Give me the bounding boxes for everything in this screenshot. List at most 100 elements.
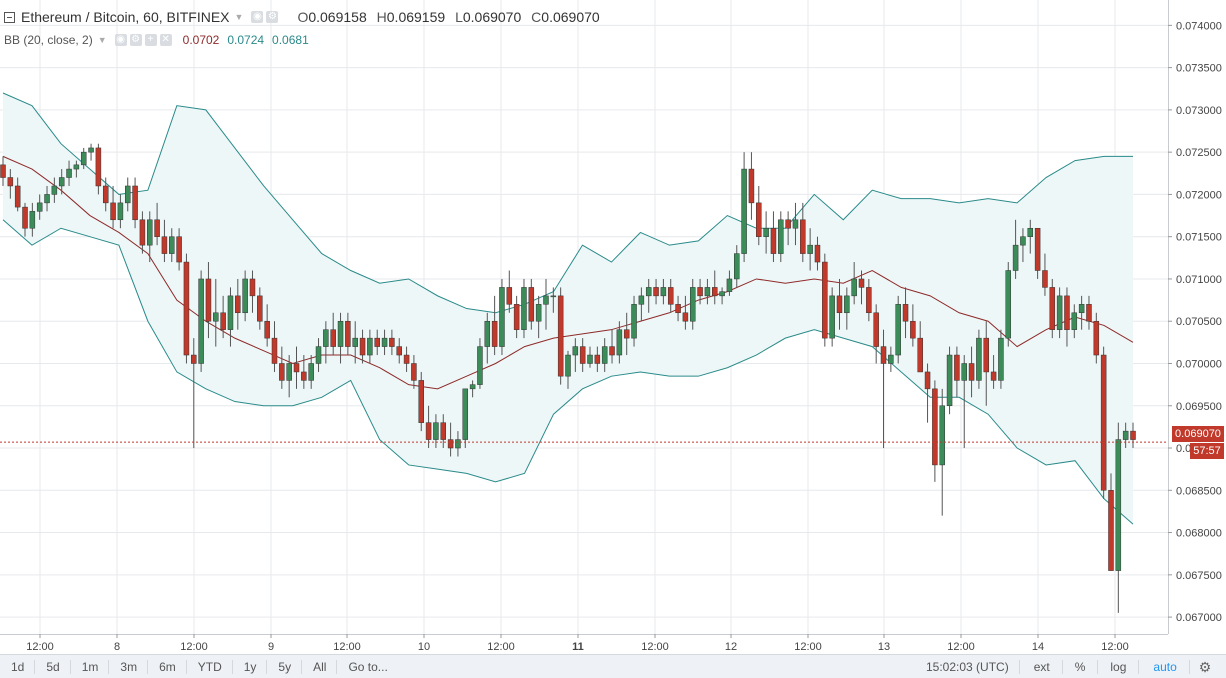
candle-body — [418, 380, 424, 423]
countdown-tag: 57:57 — [1190, 443, 1224, 459]
candle-body — [279, 363, 285, 381]
price-tick-label: 0.073500 — [1176, 63, 1222, 75]
bottom-toolbar: 1d 5d 1m 3m 6m YTD 1y 5y All Go to... 15… — [0, 654, 1226, 678]
collapse-legend-icon[interactable] — [4, 11, 15, 23]
timeframe-5y[interactable]: 5y — [267, 659, 303, 674]
timeframe-1d[interactable]: 1d — [0, 659, 36, 674]
candle-body — [455, 439, 461, 449]
more-icon[interactable]: + — [144, 34, 157, 46]
candle-body — [308, 363, 314, 381]
candle-body — [447, 439, 454, 449]
gear-icon[interactable]: ⚙ — [129, 34, 142, 46]
price-tick-label: 0.070500 — [1176, 316, 1222, 328]
utc-clock[interactable]: 15:02:03 (UTC) — [926, 660, 1020, 674]
percent-toggle[interactable]: % — [1063, 660, 1099, 674]
candle-body — [836, 295, 843, 314]
candle-body — [102, 185, 109, 204]
bb-basis-line — [2, 155, 1134, 390]
candle-body — [924, 371, 931, 390]
candle-body — [249, 278, 256, 297]
candle-body — [638, 295, 645, 305]
candle-body — [381, 337, 388, 347]
price-chart[interactable]: 0.074000 0.073500 0.073000 0.072500 0.072000… — [0, 0, 1226, 654]
candle-body — [36, 202, 43, 212]
candle-body — [213, 312, 219, 322]
timeframe-5d[interactable]: 5d — [35, 659, 71, 674]
candle-body — [734, 253, 740, 280]
price-tick-label: 0.071000 — [1176, 274, 1222, 286]
open-value: 0.069158 — [308, 9, 367, 25]
timeframe-ytd[interactable]: YTD — [187, 659, 233, 674]
bb-upper-value: 0.0724 — [227, 33, 265, 47]
eye-icon[interactable]: ◉ — [114, 34, 127, 46]
candle-body — [176, 236, 182, 263]
candle-body — [579, 346, 586, 364]
candle-body — [968, 363, 975, 381]
candle-body — [1071, 312, 1078, 330]
goto-button[interactable]: Go to... — [348, 659, 388, 674]
candle-body — [169, 236, 175, 254]
candle-body — [1115, 439, 1122, 571]
auto-toggle[interactable]: auto — [1139, 660, 1190, 674]
candle-body — [1005, 270, 1012, 339]
candle-body — [44, 194, 50, 204]
gear-icon[interactable]: ⚙ — [266, 11, 279, 23]
candle-body — [205, 278, 212, 322]
candle-body — [1093, 320, 1100, 356]
candle-body — [29, 211, 36, 229]
candle-body — [521, 287, 527, 330]
candle-body — [917, 337, 923, 373]
time-tick-label: 12:00 — [180, 641, 208, 653]
candle-body — [1012, 244, 1019, 271]
candle-body — [866, 287, 872, 314]
timeframe-all[interactable]: All — [302, 659, 338, 674]
candle-body — [704, 287, 711, 297]
timeframe-3m[interactable]: 3m — [109, 659, 149, 674]
candle-body — [359, 337, 366, 356]
chevron-down-icon[interactable]: ▼ — [97, 35, 107, 45]
settings-gear-icon[interactable]: ⚙ — [1198, 658, 1212, 675]
time-axis[interactable]: 12:00 8 12:00 9 12:00 10 12:00 11 12:00 12 12:00 13… — [0, 634, 1168, 653]
candle-body — [910, 320, 916, 339]
candle-body — [932, 388, 938, 466]
symbol-legend: Ethereum / Bitcoin, 60, BITFINEX ▼ ◉ ⚙ O… — [4, 9, 600, 25]
time-tick-label: 12:00 — [487, 641, 515, 653]
candle-body — [1049, 287, 1056, 330]
eye-icon[interactable]: ◉ — [251, 11, 264, 23]
candle-body — [88, 147, 94, 153]
candle-body — [7, 177, 14, 187]
candle-body — [315, 346, 322, 364]
candle-body — [748, 168, 755, 204]
candle-body — [1122, 430, 1129, 440]
indicator-title[interactable]: BB (20, close, 2) — [4, 33, 93, 47]
close-icon[interactable]: ✕ — [159, 34, 172, 46]
candle-body — [609, 346, 615, 356]
timeframe-1m[interactable]: 1m — [71, 659, 110, 674]
low-value: 0.069070 — [462, 9, 522, 25]
price-tick-label: 0.072500 — [1176, 147, 1222, 159]
chevron-down-icon[interactable]: ▼ — [234, 12, 244, 22]
price-axis[interactable]: 0.074000 0.073500 0.073000 0.072500 0.072000… — [1168, 0, 1226, 634]
symbol-title[interactable]: Ethereum / Bitcoin, 60, BITFINEX — [21, 9, 230, 25]
log-toggle[interactable]: log — [1098, 660, 1140, 674]
timeframe-6m[interactable]: 6m — [148, 659, 187, 674]
candle-body — [506, 287, 513, 305]
candle-body — [22, 206, 28, 229]
time-tick-label: 12 — [725, 641, 737, 653]
candle-body — [946, 354, 953, 407]
candle-body — [998, 337, 1004, 381]
candle-body — [271, 337, 278, 364]
candle-body — [535, 304, 542, 322]
timeframe-1y[interactable]: 1y — [233, 659, 268, 674]
candle-body — [154, 219, 160, 237]
time-tick-label: 11 — [572, 641, 584, 653]
time-tick-label: 12:00 — [1101, 641, 1129, 653]
price-tick-label: 0.070000 — [1176, 358, 1222, 370]
ext-toggle[interactable]: ext — [1020, 660, 1063, 674]
candle-body — [440, 422, 447, 440]
candle-body — [139, 219, 146, 246]
candle-body — [814, 244, 821, 263]
time-tick-label: 13 — [878, 641, 890, 653]
bb-upper-line — [2, 92, 1133, 314]
